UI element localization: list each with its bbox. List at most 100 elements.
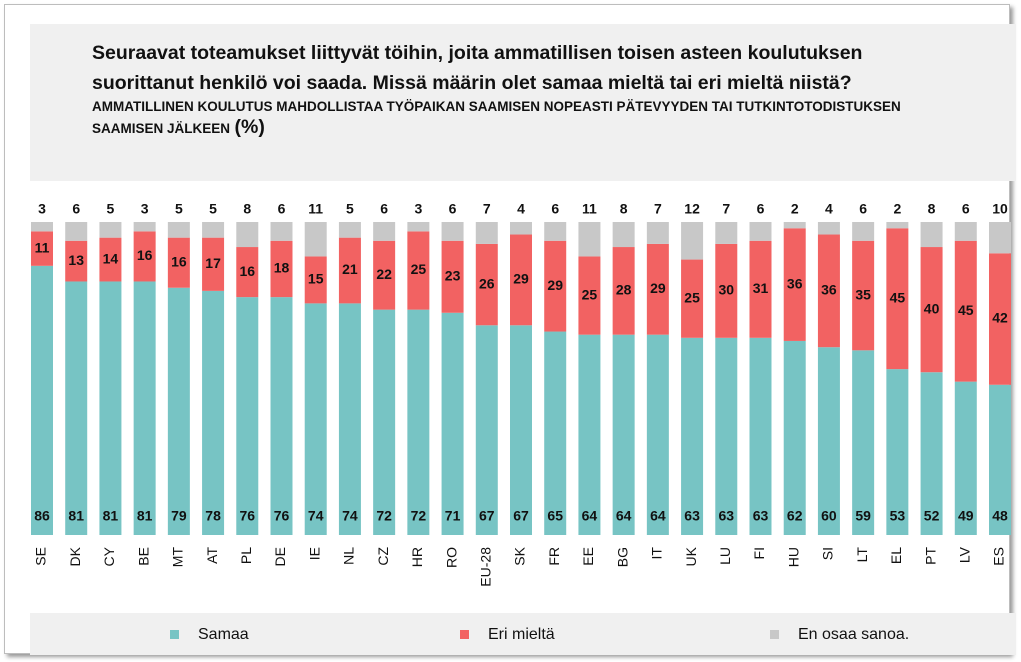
bar-segment: [31, 265, 53, 535]
value-label: 6: [551, 201, 559, 217]
bar-segment: [133, 231, 156, 282]
value-label: 78: [205, 508, 221, 524]
x-tick-label: EE: [580, 547, 596, 566]
value-label: 63: [718, 508, 734, 524]
bar-segment: [304, 256, 327, 304]
value-label: 53: [890, 508, 906, 524]
bar-segment: [920, 222, 943, 248]
value-label: 59: [855, 508, 871, 524]
bar-segment: [544, 240, 567, 332]
bar-segment: [202, 222, 225, 238]
bar-segment: [270, 240, 293, 298]
value-label: 8: [243, 201, 251, 217]
x-tick-label: CY: [101, 546, 117, 566]
bar-segment: [715, 337, 738, 535]
value-label: 45: [958, 302, 974, 318]
value-label: 76: [239, 508, 255, 524]
value-label: 25: [582, 286, 598, 302]
value-label: 74: [342, 508, 358, 524]
x-tick-label: FR: [546, 547, 562, 566]
bar-segment: [578, 256, 601, 335]
value-label: 64: [650, 508, 666, 524]
bar-segment: [715, 243, 738, 338]
value-label: 81: [68, 508, 84, 524]
bar-segment: [749, 222, 772, 241]
bar-segment: [202, 290, 225, 535]
bar-segment: [304, 303, 327, 535]
x-tick-label: SI: [820, 547, 836, 560]
legend-swatch: [460, 630, 469, 639]
value-label: 7: [483, 201, 491, 217]
x-tick-label: FI: [751, 547, 767, 559]
bar-segment: [783, 340, 806, 535]
value-label: 16: [137, 247, 153, 263]
value-label: 29: [513, 271, 529, 287]
bar-segment: [236, 247, 259, 298]
bar-segment: [338, 303, 361, 535]
bar-segment: [989, 222, 1011, 254]
value-label: 48: [992, 508, 1008, 524]
value-label: 4: [517, 201, 525, 217]
bar-segment: [612, 247, 635, 335]
value-label: 67: [479, 508, 495, 524]
unit: (%): [234, 116, 265, 138]
bar-segment: [715, 222, 738, 244]
x-tick-label: DK: [67, 546, 83, 566]
bar-segment: [783, 228, 806, 341]
bar-segment: [270, 297, 293, 535]
value-label: 6: [380, 201, 388, 217]
value-label: 5: [107, 201, 115, 217]
bar-segment: [99, 222, 122, 238]
x-tick-label: LU: [717, 547, 733, 565]
bar-segment: [475, 243, 498, 326]
x-tick-label: SE: [33, 547, 49, 566]
bar-segment: [920, 372, 943, 535]
bar-segment: [441, 222, 464, 241]
x-tick-label: RO: [443, 547, 459, 568]
x-tick-label: EU-28: [477, 547, 493, 587]
x-tick-label: ES: [991, 547, 1007, 566]
title-box: Seuraavat toteamukset liittyvät töihin, …: [30, 24, 1016, 181]
bar-segment: [510, 222, 532, 235]
value-label: 6: [859, 201, 867, 217]
value-label: 21: [342, 261, 358, 277]
bar-segment: [441, 240, 464, 313]
legend-swatch: [170, 630, 179, 639]
bar-segment: [681, 337, 704, 535]
bar-segment: [236, 222, 259, 248]
x-tick-label: NL: [341, 547, 357, 565]
value-label: 64: [582, 508, 598, 524]
legend-label: En osaa sanoa.: [798, 626, 909, 643]
x-tick-label: PT: [922, 547, 938, 565]
value-label: 16: [171, 253, 187, 269]
value-label: 35: [855, 286, 871, 302]
bar-segment: [989, 253, 1011, 385]
value-label: 13: [68, 252, 84, 268]
value-label: 31: [753, 280, 769, 296]
bar-segment: [373, 309, 396, 535]
value-label: 60: [821, 508, 837, 524]
bar-segment: [373, 222, 396, 241]
value-label: 6: [962, 201, 970, 217]
value-label: 18: [274, 260, 290, 276]
value-label: 72: [376, 508, 392, 524]
value-label: 3: [414, 201, 422, 217]
value-label: 2: [893, 201, 901, 217]
bar-segment: [304, 222, 327, 257]
x-tick-label: LV: [956, 546, 972, 563]
x-tick-label: SK: [512, 546, 528, 565]
value-label: 15: [308, 271, 324, 287]
bar-segment: [99, 237, 122, 282]
legend-swatch: [770, 630, 779, 639]
value-label: 65: [547, 508, 563, 524]
value-label: 2: [791, 201, 799, 217]
value-label: 6: [72, 201, 80, 217]
value-label: 29: [650, 280, 666, 296]
bar-segment: [338, 222, 361, 238]
value-label: 11: [308, 201, 323, 217]
value-label: 3: [141, 201, 149, 217]
bar-segment: [99, 281, 122, 535]
value-label: 8: [928, 201, 936, 217]
bar-segment: [578, 334, 601, 535]
legend-label: Samaa: [198, 626, 249, 643]
